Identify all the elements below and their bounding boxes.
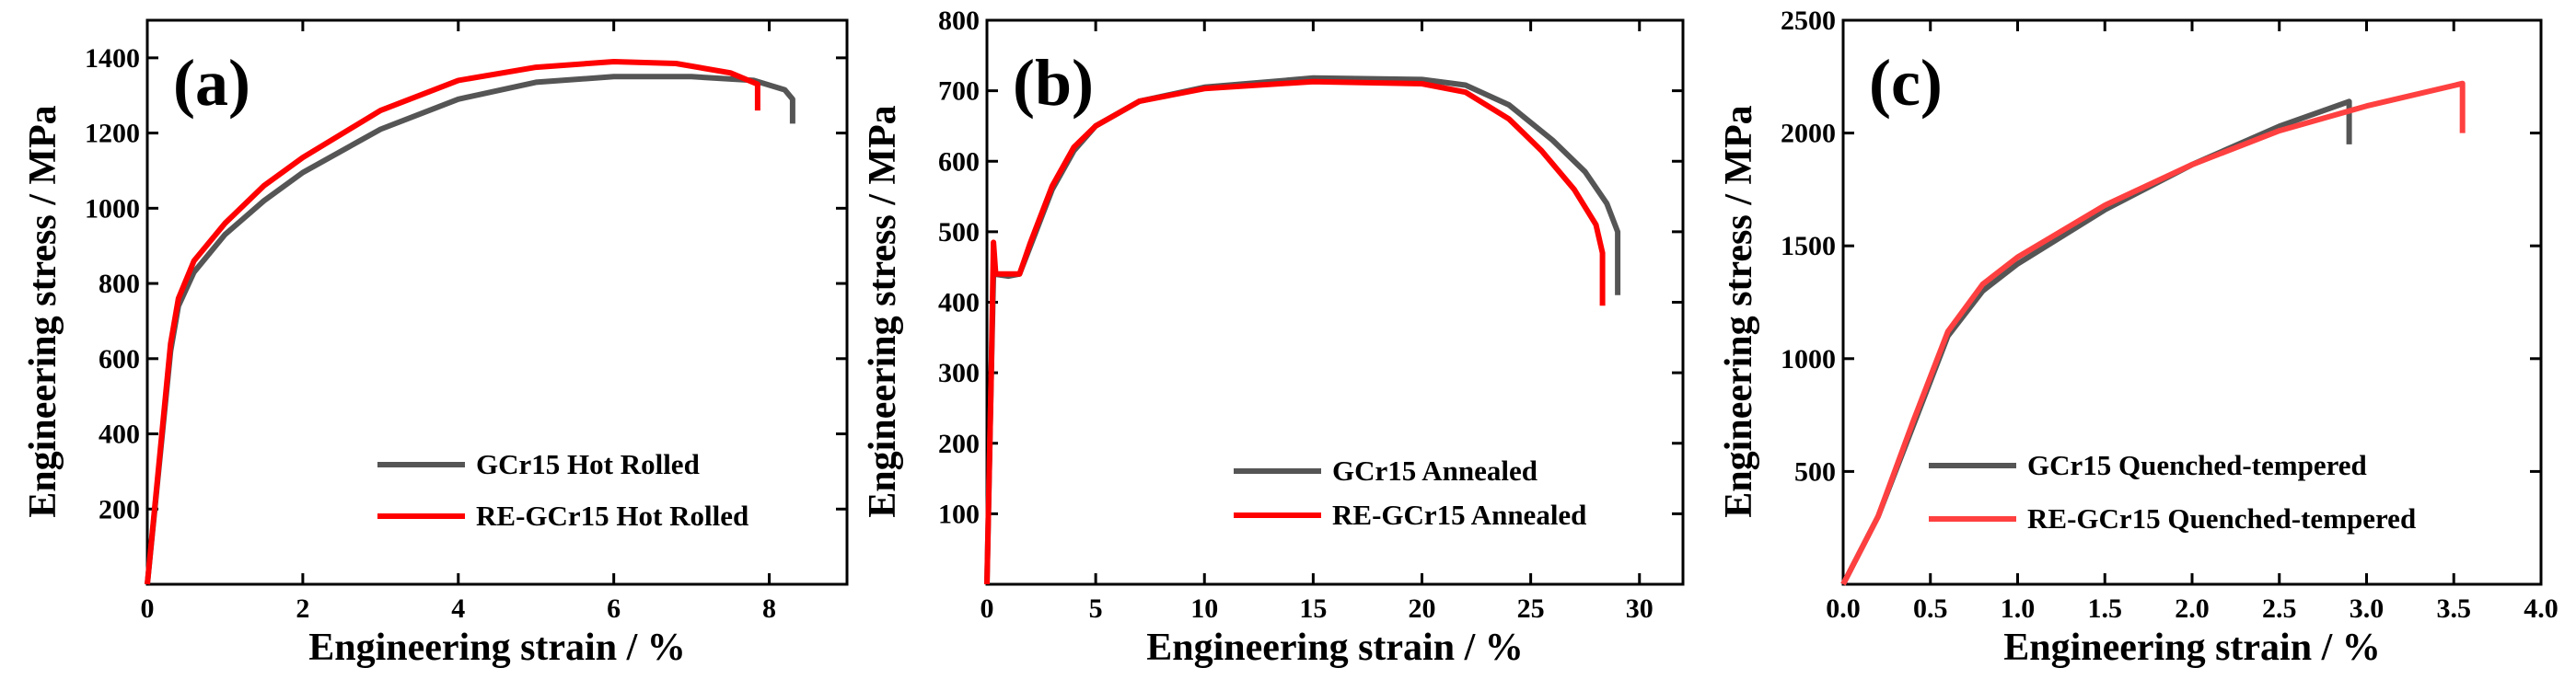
legend-label: RE-GCr15 Hot Rolled [476, 500, 748, 532]
legend-label: RE-GCr15 Annealed [1332, 499, 1586, 531]
y-tick-label: 400 [99, 420, 140, 450]
plot-frame [145, 18, 849, 586]
plot-frame [1841, 18, 2543, 586]
y-tick-label: 800 [938, 6, 980, 36]
y-tick-label: 300 [938, 358, 980, 388]
x-axis-title: Engineering strain / % [2003, 627, 2381, 669]
x-tick-label: 15 [1299, 593, 1327, 624]
chart-panel-a: 0 2 4 6 8 200 400 600 800 1000 1200 1400 Engineering… [22, 18, 849, 669]
x-axis-title: Engineering strain / % [1146, 627, 1524, 669]
panel-label: (a) [173, 46, 250, 120]
y-axis-title: Engineering stress / MPa [22, 105, 64, 517]
y-tick-label: 600 [99, 344, 140, 374]
y-tick-label: 1000 [85, 193, 140, 224]
x-tick-label: 3.0 [2350, 593, 2385, 624]
y-tick-label: 2000 [1781, 119, 1836, 149]
y-tick-label: 1200 [85, 119, 140, 149]
x-tick-label: 4 [451, 593, 465, 624]
x-tick-label: 8 [762, 593, 776, 624]
x-tick-label: 10 [1190, 593, 1218, 624]
y-tick-label: 2500 [1781, 6, 1836, 36]
y-tick-label: 500 [938, 217, 980, 248]
x-axis-title: Engineering strain / % [308, 627, 686, 669]
panel-label: (b) [1013, 46, 1094, 120]
x-tick-label: 2.5 [2262, 593, 2297, 624]
y-tick-label: 400 [938, 288, 980, 318]
legend-label: RE-GCr15 Quenched-tempered [2027, 502, 2416, 535]
panel-label: (c) [1869, 46, 1943, 120]
y-tick-label: 1400 [85, 43, 140, 74]
y-tick-label: 200 [99, 494, 140, 524]
x-tick-label: 4.0 [2524, 593, 2559, 624]
legend-label: GCr15 Quenched-tempered [2027, 449, 2367, 481]
y-tick-label: 200 [938, 429, 980, 459]
y-tick-label: 100 [938, 499, 980, 529]
y-axis-title: Engineering stress / MPa [862, 105, 904, 517]
x-tick-label: 20 [1409, 593, 1436, 624]
y-axis-title: Engineering stress / MPa [1718, 105, 1760, 517]
y-tick-label: 500 [1794, 456, 1836, 487]
series-line-gcr15 [145, 74, 795, 585]
x-tick-label: 0.5 [1913, 593, 1948, 624]
x-tick-label: 1.0 [2001, 593, 2036, 624]
series-line-re-gcr15 [984, 78, 1606, 585]
x-tick-label: 1.5 [2088, 593, 2123, 624]
chart-panel-c: 0.0 0.5 1.0 1.5 2.0 2.5 3.0 3.5 4.0 500 1000 1500 20… [1718, 6, 2559, 669]
series-line-re-gcr15 [145, 59, 760, 585]
y-tick-label: 1500 [1781, 231, 1836, 261]
x-tick-label: 2.0 [2175, 593, 2210, 624]
legend-label: GCr15 Annealed [1332, 455, 1537, 487]
x-tick-label: 0.0 [1826, 593, 1861, 624]
series-line-re-gcr15 [1840, 80, 2466, 586]
legend-label: GCr15 Hot Rolled [476, 448, 700, 480]
y-tick-label: 700 [938, 76, 980, 107]
y-tick-label: 1000 [1781, 344, 1836, 374]
x-tick-label: 30 [1626, 593, 1654, 624]
x-tick-label: 25 [1517, 593, 1545, 624]
y-tick-label: 800 [99, 269, 140, 299]
x-tick-label: 5 [1089, 593, 1103, 624]
chart-panel-b: 0 5 10 15 20 25 30 100 200 300 400 500 600 700 800 Engi… [862, 6, 1685, 669]
y-tick-label: 600 [938, 146, 980, 177]
x-tick-label: 3.5 [2437, 593, 2472, 624]
x-tick-label: 0 [981, 593, 994, 624]
x-tick-label: 6 [607, 593, 621, 624]
x-tick-label: 0 [141, 593, 155, 624]
x-tick-label: 2 [296, 593, 309, 624]
